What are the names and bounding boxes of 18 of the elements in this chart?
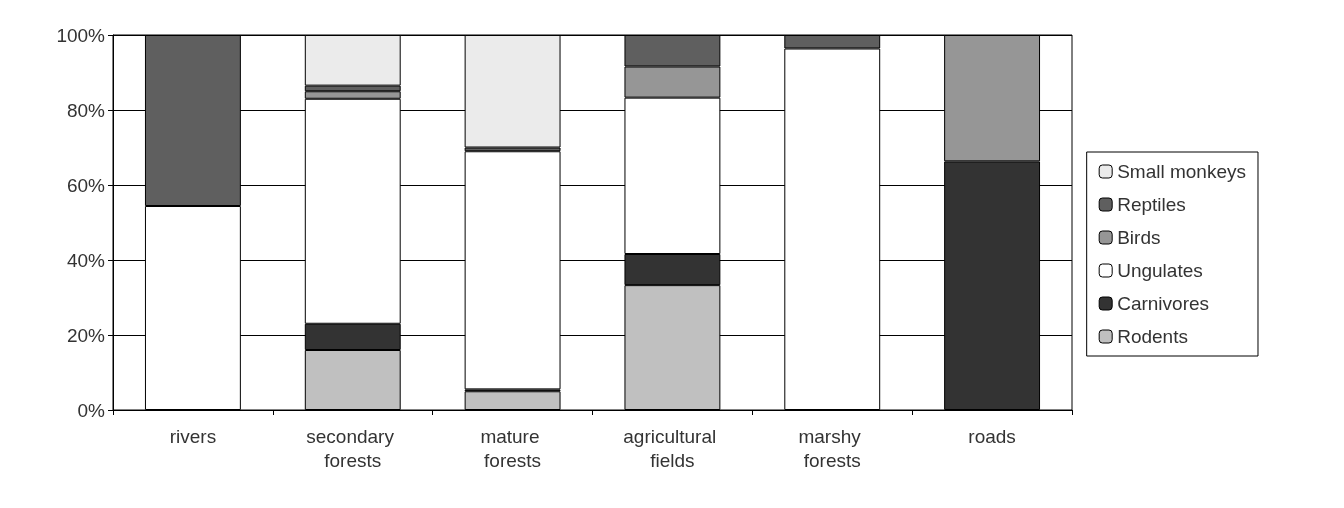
legend-label: Birds bbox=[1117, 227, 1161, 248]
y-tick-label: 20% bbox=[66, 324, 106, 346]
legend-label: Reptiles bbox=[1117, 194, 1186, 215]
y-tick-label: 40% bbox=[66, 249, 106, 271]
legend-label: Ungulates bbox=[1117, 260, 1203, 281]
x-tick-label: agricultural fields bbox=[623, 425, 722, 471]
x-tick-label: rivers bbox=[169, 425, 217, 447]
y-tick-label: 100% bbox=[56, 24, 106, 46]
x-tick-label: mature forests bbox=[480, 425, 545, 471]
legend-label: Small monkeys bbox=[1117, 161, 1247, 182]
legend-label: Carnivores bbox=[1117, 293, 1210, 314]
x-tick-label: roads bbox=[968, 425, 1016, 447]
y-tick-label: 80% bbox=[66, 99, 106, 121]
y-tick-label: 0% bbox=[77, 399, 106, 421]
x-tick-label: secondary forests bbox=[306, 425, 400, 471]
x-tick-label: marshy forests bbox=[798, 425, 867, 471]
y-tick-label: 60% bbox=[66, 174, 106, 196]
legend-label: Rodents bbox=[1117, 326, 1188, 347]
